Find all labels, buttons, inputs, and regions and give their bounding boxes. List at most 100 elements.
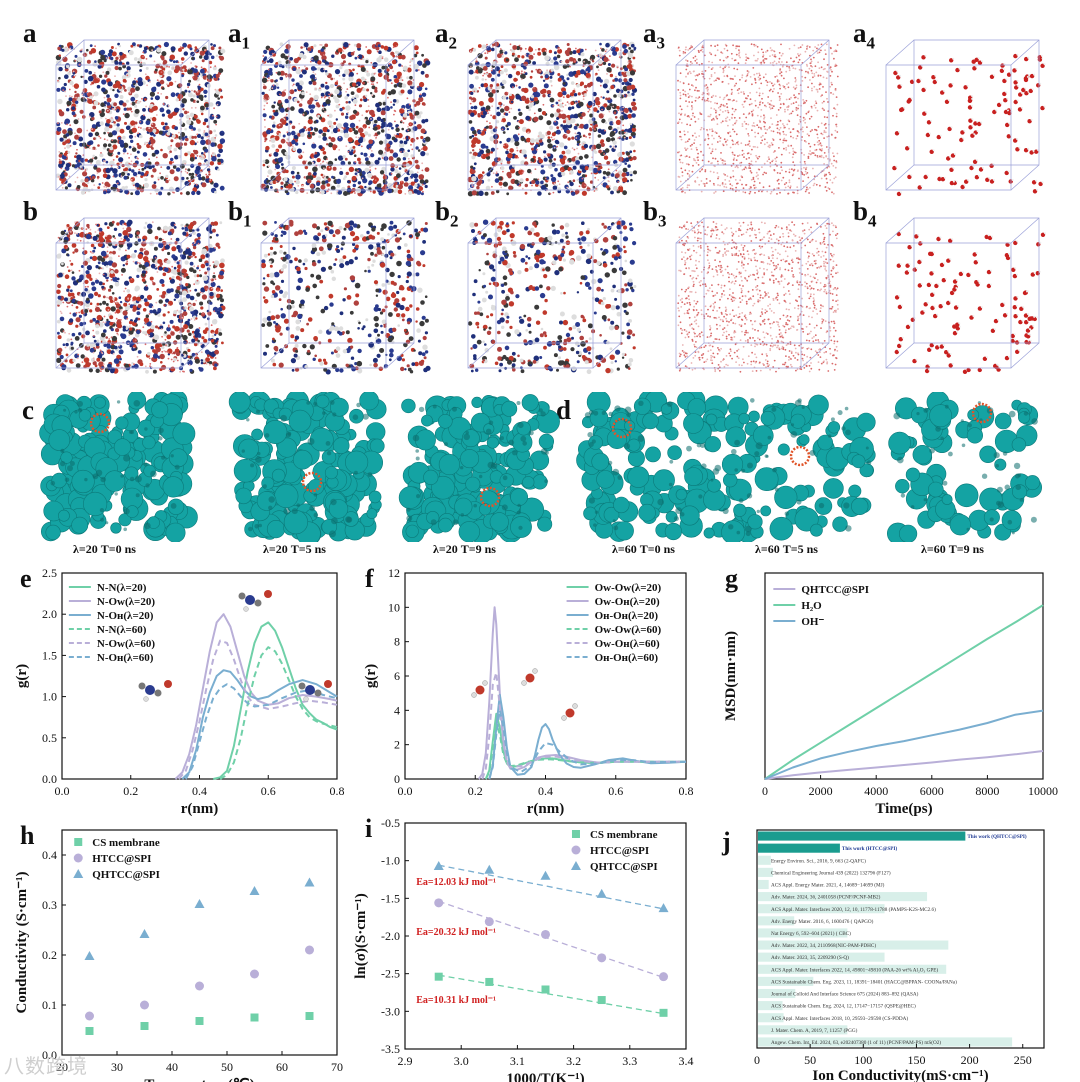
x-tick-label: 0.2 xyxy=(468,784,483,798)
snapshot-b0 xyxy=(55,217,226,374)
data-point xyxy=(484,917,494,927)
data-point xyxy=(597,996,606,1005)
series-line xyxy=(484,723,686,780)
y-tick-label: -3.5 xyxy=(381,1042,400,1056)
y-tick-label: 8 xyxy=(394,635,400,649)
surface-caption: λ=20 T=0 ns xyxy=(73,542,136,556)
bar-label: Adv. Mater. 2022, 34, 2110968(NIC-PAM-PD… xyxy=(771,942,876,949)
y-tick-label: 10 xyxy=(388,600,400,614)
y-tick-label: -3.0 xyxy=(381,1004,400,1018)
y-tick-label: -1.5 xyxy=(381,891,400,905)
data-point xyxy=(139,929,150,938)
y-tick-label: 0.1 xyxy=(42,998,57,1012)
data-point xyxy=(433,860,444,870)
series-line xyxy=(212,621,338,780)
x-tick-label: 2000 xyxy=(809,784,833,798)
series-line xyxy=(764,750,1044,780)
surface-snapshot-0 xyxy=(39,392,198,542)
y-tick-label: 0.5 xyxy=(42,731,57,745)
legend-label: HTCC@SPI xyxy=(92,853,151,865)
bar xyxy=(758,976,814,986)
snapshot-a4 xyxy=(885,39,1046,197)
data-point xyxy=(485,977,494,986)
label-a1: a1 xyxy=(228,18,250,53)
fit-line xyxy=(438,900,664,979)
bar xyxy=(758,1025,848,1035)
x-tick-label: 50 xyxy=(221,1060,233,1074)
x-tick-label: 40 xyxy=(166,1060,178,1074)
y-tick-label: -1.0 xyxy=(381,854,400,868)
bar-label: ACS Appl. Energy Mater. 2021, 4, 14689−1… xyxy=(771,882,885,889)
panel-g: 0 2000 4000 6000 8000 10000 Time(ps) MSD(nm·nm)… xyxy=(723,564,1058,817)
label-b2: b2 xyxy=(435,196,459,231)
legend-label: Oʜ-Oʜ(λ=60) xyxy=(595,652,659,664)
snapshot-b3 xyxy=(675,217,839,373)
y-tick-label: -2.5 xyxy=(381,967,400,981)
panel-label-g: g xyxy=(725,564,738,593)
panel-label-j: j xyxy=(721,827,731,856)
bar-label: Angew. Chem. Int. Ed. 2024, 63, e2024073… xyxy=(771,1039,941,1046)
legend-label: H₂O xyxy=(801,600,822,612)
surface-caption: λ=60 T=9 ns xyxy=(921,542,984,556)
bar-label: J. Mater. Chem. A, 2019, 7, 11257 (PGG) xyxy=(771,1027,858,1034)
y-axis-label: ln(σ)(S·cm⁻¹) xyxy=(353,893,369,979)
data-point xyxy=(195,981,204,991)
x-tick-label: 50 xyxy=(804,1053,816,1067)
snapshot-b4 xyxy=(885,217,1046,374)
x-tick-label: 0.0 xyxy=(55,784,70,798)
label-a4: a4 xyxy=(853,18,875,53)
x-tick-label: 0.4 xyxy=(538,784,553,798)
series-line xyxy=(764,709,1044,780)
legend-label: CS membrane xyxy=(92,837,160,849)
fit-line xyxy=(438,864,664,910)
x-tick-label: 100 xyxy=(854,1053,872,1067)
bar-label: Energy Environ. Sci., 2016, 9, 663 (2-QA… xyxy=(771,857,866,864)
plot-frame xyxy=(764,572,1044,780)
x-axis-label: Ion Conductivity(mS·cm⁻¹) xyxy=(812,1068,988,1082)
panel-i: 2.9 3.0 3.1 3.2 3.3 3.4 -0.5 -1.0 -1.5 -2.0 -2.5 -3… xyxy=(353,814,694,1082)
x-axis-label: Temperature(℃) xyxy=(144,1077,254,1082)
x-tick-label: 0.4 xyxy=(192,784,207,798)
label-c: c xyxy=(22,395,34,425)
x-axis-label: r(nm) xyxy=(527,801,565,817)
surface-caption: λ=60 T=5 ns xyxy=(755,542,818,556)
x-tick-label: 3.1 xyxy=(510,1054,525,1068)
surface-snapshot-1 xyxy=(228,392,387,542)
legend-label: N-N(λ=20) xyxy=(97,582,147,594)
data-point xyxy=(305,945,314,955)
highlight-marker xyxy=(971,402,993,424)
x-tick-label: 0.6 xyxy=(261,784,276,798)
x-tick-label: 8000 xyxy=(975,784,999,798)
label-b4: b4 xyxy=(853,196,877,231)
label-a3: a3 xyxy=(643,18,665,53)
panel-h: 20 30 40 50 60 70 0.0 0.1 0.2 0.3 0.4 Temperature(℃… xyxy=(14,821,343,1082)
x-tick-label: 4000 xyxy=(864,784,888,798)
y-tick-label: 0 xyxy=(394,772,400,786)
y-tick-label: -0.5 xyxy=(381,816,400,830)
data-point xyxy=(74,838,83,846)
bar xyxy=(758,964,947,974)
series-line xyxy=(181,669,338,780)
activation-energy-label: Ea=10.31 kJ mol⁻¹ xyxy=(416,995,496,1006)
molecule-icon xyxy=(298,680,332,702)
surface-snapshot-5 xyxy=(887,392,1042,542)
bar xyxy=(758,867,773,877)
fit-line xyxy=(438,974,664,1015)
y-tick-label: 6 xyxy=(394,669,400,683)
x-tick-label: 3.3 xyxy=(622,1054,637,1068)
snapshot-b1 xyxy=(260,217,431,375)
y-tick-label: 0.0 xyxy=(42,772,57,786)
bar-label: Adv. Mater. 2024, 36, 2401058 (PCNF/PCNF… xyxy=(771,894,881,901)
activation-energy-label: Ea=20.32 kJ mol⁻¹ xyxy=(416,927,496,938)
bar xyxy=(758,831,966,841)
surface-snapshot-3 xyxy=(576,392,731,542)
y-tick-label: 4 xyxy=(394,703,400,717)
water-icon xyxy=(521,668,538,686)
series-line xyxy=(764,604,1044,780)
bar-label: ACS Sustainable Chem. Eng. 2023, 11, 183… xyxy=(771,978,957,985)
data-point xyxy=(541,985,550,994)
data-point xyxy=(659,972,669,982)
highlight-marker xyxy=(611,417,633,439)
watermark: 八数跨境 xyxy=(4,1054,88,1078)
bar xyxy=(758,952,885,962)
